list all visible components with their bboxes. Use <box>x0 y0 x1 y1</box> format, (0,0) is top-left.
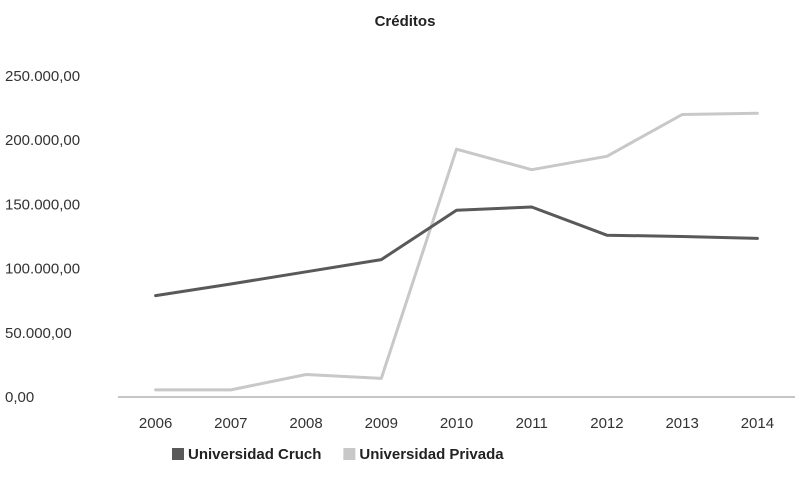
x-tick-label: 2006 <box>139 415 172 432</box>
y-tick-label: 0,00 <box>5 389 34 406</box>
legend-swatch <box>172 448 184 460</box>
x-tick-label: 2010 <box>440 415 473 432</box>
legend: Universidad Cruch Universidad Privada <box>172 446 504 463</box>
x-tick-label: 2009 <box>365 415 398 432</box>
y-tick-label: 50.000,00 <box>5 325 72 342</box>
series-line-1 <box>154 205 759 298</box>
y-tick-label: 200.000,00 <box>5 132 80 149</box>
x-tick-label: 2014 <box>741 415 774 432</box>
y-tick-label: 100.000,00 <box>5 261 80 278</box>
legend-label: Universidad Privada <box>359 446 504 463</box>
y-tick-label: 250.000,00 <box>5 68 80 85</box>
x-tick-label: 2012 <box>590 415 623 432</box>
x-tick-label: 2013 <box>665 415 698 432</box>
x-tick-label: 2008 <box>289 415 322 432</box>
chart-title: Créditos <box>375 13 436 30</box>
legend-swatch <box>343 448 356 460</box>
series-line-2 <box>154 111 759 392</box>
y-axis: 0,00 50.000,00 100.000,00 150.000,00 200.000… <box>5 68 80 406</box>
legend-label: Universidad Cruch <box>188 446 321 463</box>
y-tick-label: 150.000,00 <box>5 196 80 213</box>
x-axis: 2006 2007 2008 2009 2010 2011 2012 2013 2014 <box>118 396 795 432</box>
x-tick-label: 2007 <box>214 415 247 432</box>
series-layer <box>154 111 759 392</box>
x-tick-label: 2011 <box>516 415 548 432</box>
